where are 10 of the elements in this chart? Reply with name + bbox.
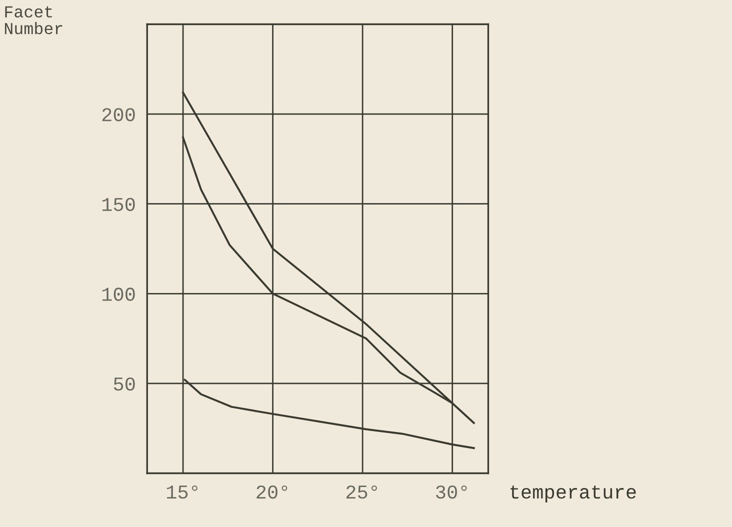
x-axis-title: temperature — [510, 486, 636, 503]
x-tick-label: 20° — [256, 485, 288, 499]
x-tick-label: 15° — [166, 485, 198, 499]
y-tick-label: 200 — [102, 108, 135, 122]
y-tick-label: 50 — [114, 377, 135, 391]
y-tick-label: 100 — [102, 288, 135, 301]
y-tick-label: 150 — [102, 198, 135, 212]
x-tick-label: 30° — [436, 485, 467, 499]
y-axis-title: Facet Number — [4, 6, 62, 34]
x-tick-label: 25° — [346, 485, 377, 499]
